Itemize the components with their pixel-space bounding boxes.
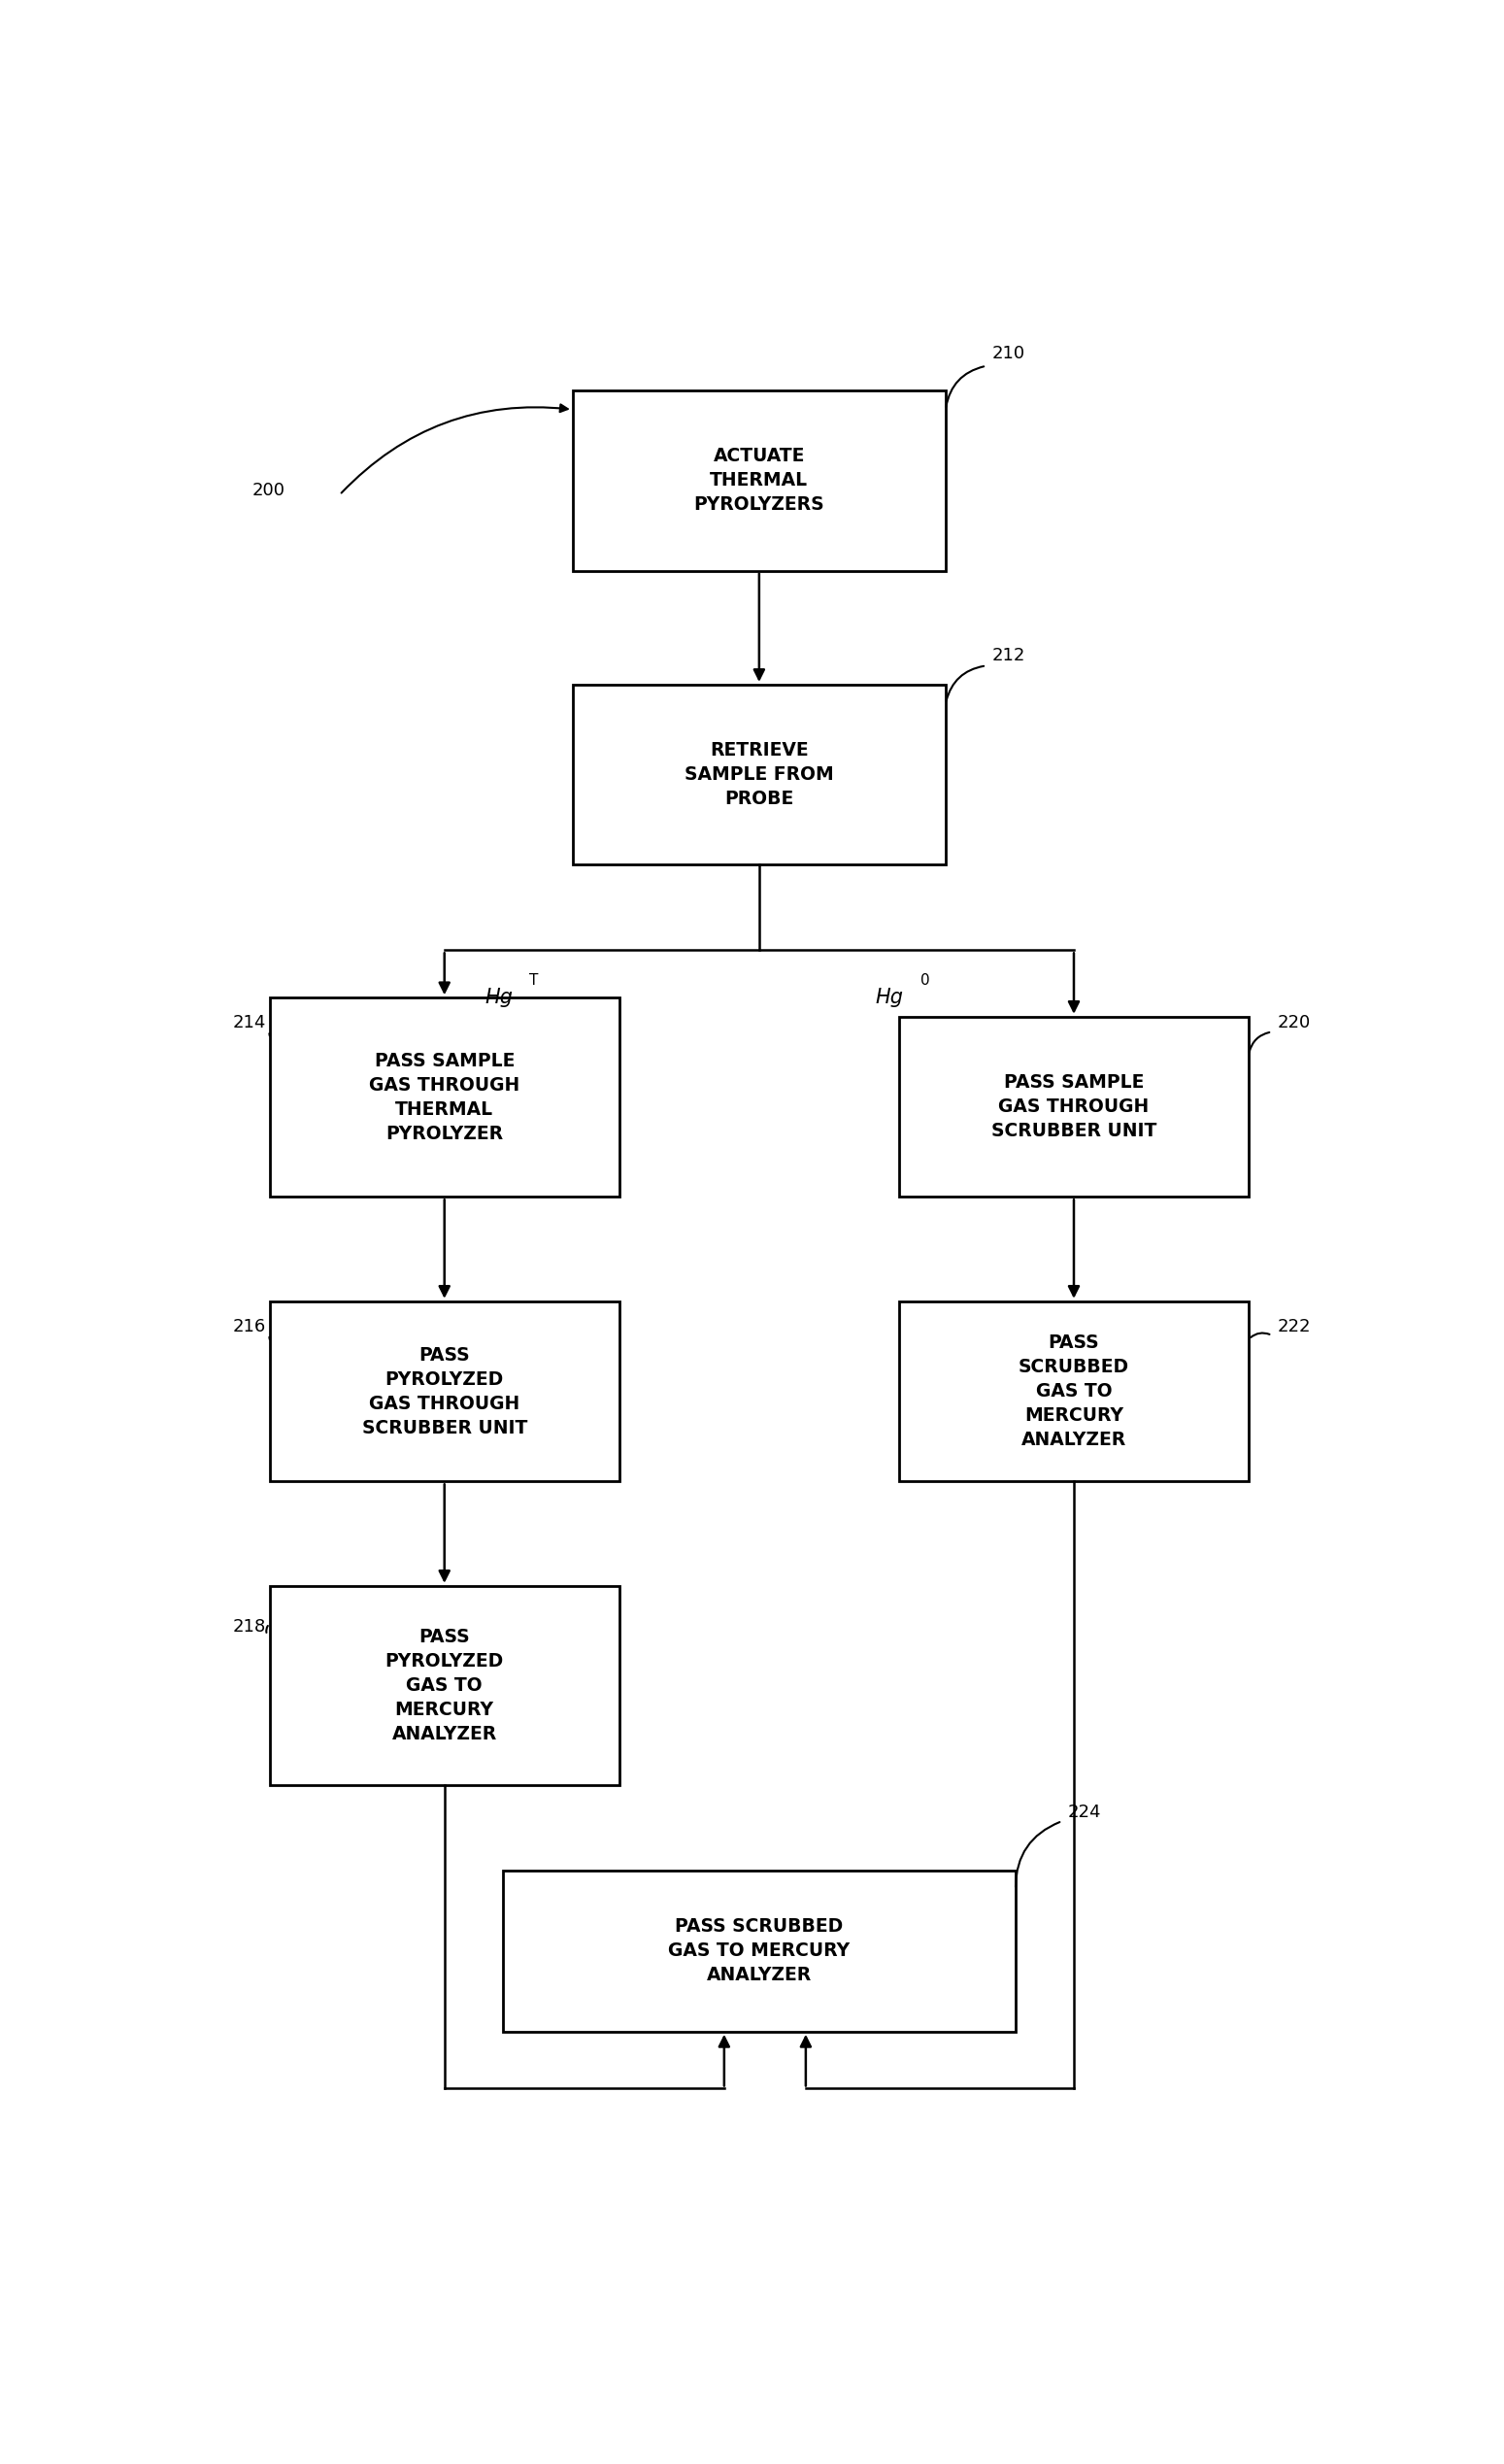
- FancyBboxPatch shape: [573, 392, 946, 572]
- Text: 218: 218: [232, 1619, 266, 1636]
- Text: PASS
SCRUBBED
GAS TO
MERCURY
ANALYZER: PASS SCRUBBED GAS TO MERCURY ANALYZER: [1018, 1333, 1130, 1449]
- FancyBboxPatch shape: [269, 1587, 620, 1784]
- Text: 214: 214: [232, 1015, 266, 1032]
- Text: PASS
PYROLYZED
GAS TO
MERCURY
ANALYZER: PASS PYROLYZED GAS TO MERCURY ANALYZER: [385, 1629, 504, 1742]
- Text: PASS
PYROLYZED
GAS THROUGH
SCRUBBER UNIT: PASS PYROLYZED GAS THROUGH SCRUBBER UNIT: [362, 1345, 526, 1437]
- FancyBboxPatch shape: [269, 1301, 620, 1481]
- Text: PASS SCRUBBED
GAS TO MERCURY
ANALYZER: PASS SCRUBBED GAS TO MERCURY ANALYZER: [668, 1917, 850, 1984]
- Text: 212: 212: [993, 646, 1026, 663]
- Text: 220: 220: [1278, 1015, 1311, 1032]
- FancyBboxPatch shape: [899, 1301, 1248, 1481]
- Text: 200: 200: [253, 480, 286, 498]
- Text: T: T: [529, 973, 538, 988]
- FancyBboxPatch shape: [899, 1018, 1248, 1198]
- Text: PASS SAMPLE
GAS THROUGH
SCRUBBER UNIT: PASS SAMPLE GAS THROUGH SCRUBBER UNIT: [991, 1074, 1157, 1141]
- FancyBboxPatch shape: [502, 1870, 1015, 2033]
- FancyBboxPatch shape: [573, 685, 946, 865]
- Text: 224: 224: [1068, 1804, 1101, 1821]
- Text: 222: 222: [1278, 1318, 1311, 1335]
- Text: Hg: Hg: [875, 988, 904, 1008]
- Text: 210: 210: [993, 345, 1026, 362]
- Text: ACTUATE
THERMAL
PYROLYZERS: ACTUATE THERMAL PYROLYZERS: [693, 446, 824, 515]
- FancyBboxPatch shape: [269, 998, 620, 1198]
- Text: PASS SAMPLE
GAS THROUGH
THERMAL
PYROLYZER: PASS SAMPLE GAS THROUGH THERMAL PYROLYZE…: [368, 1052, 520, 1143]
- Text: 216: 216: [232, 1318, 266, 1335]
- Text: 0: 0: [920, 973, 929, 988]
- Text: Hg: Hg: [486, 988, 513, 1008]
- Text: RETRIEVE
SAMPLE FROM
PROBE: RETRIEVE SAMPLE FROM PROBE: [684, 742, 833, 808]
